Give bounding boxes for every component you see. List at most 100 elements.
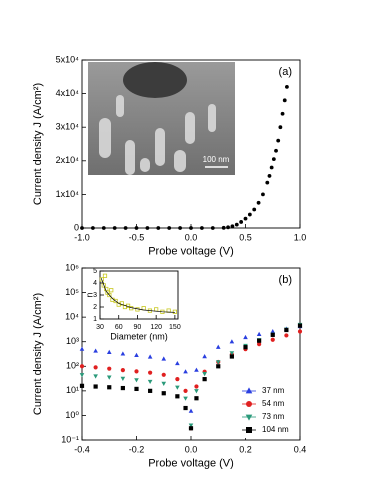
point — [93, 348, 98, 353]
point — [297, 323, 303, 328]
point — [285, 84, 289, 89]
point — [243, 334, 248, 340]
x-tick-label: 120 — [150, 324, 162, 331]
point — [194, 367, 199, 372]
x-tick-label: 30 — [96, 324, 104, 331]
point — [280, 111, 285, 116]
point — [119, 301, 124, 306]
point — [93, 365, 98, 370]
sem-image: 100 nm — [88, 62, 235, 175]
point — [183, 388, 188, 393]
point — [107, 366, 112, 371]
legend-label: 54 nm — [262, 399, 285, 408]
point — [147, 379, 153, 385]
point — [175, 360, 180, 366]
point — [161, 356, 167, 361]
point — [183, 369, 188, 374]
x-tick-label: -0.5 — [129, 232, 145, 242]
fit-line — [100, 278, 175, 313]
y-tick-label: 10⁶ — [65, 262, 79, 272]
point — [145, 226, 150, 230]
point — [229, 354, 234, 359]
point — [93, 384, 98, 389]
point — [243, 345, 248, 350]
point — [276, 138, 281, 143]
y-axis-title: Current density J (A/cm²) — [32, 293, 44, 415]
point — [112, 226, 117, 230]
point — [175, 394, 180, 399]
point — [246, 401, 252, 407]
point — [257, 338, 262, 343]
y-tick-label: 5 — [93, 268, 97, 275]
point — [148, 370, 153, 375]
x-tick-label: -1.0 — [74, 232, 90, 242]
point — [256, 200, 261, 205]
point — [271, 157, 276, 162]
point — [120, 385, 125, 391]
point — [175, 385, 180, 390]
point — [261, 192, 265, 197]
y-tick-label: 10⁴ — [65, 312, 79, 322]
x-tick-label: 1.0 — [294, 232, 307, 242]
point — [267, 174, 272, 178]
image-label: 100 nm — [203, 155, 230, 164]
point — [246, 427, 252, 433]
inset-bg — [90, 271, 178, 325]
point — [188, 423, 194, 428]
point — [91, 226, 95, 230]
point — [106, 349, 112, 355]
point — [156, 226, 161, 230]
point — [274, 148, 278, 153]
point — [107, 385, 112, 390]
legend-label: 37 nm — [262, 386, 285, 395]
point — [202, 353, 207, 359]
point — [183, 405, 188, 411]
panel-label: (a) — [279, 66, 292, 78]
point — [202, 377, 207, 382]
y-tick-label: 2x10⁴ — [56, 155, 80, 165]
point — [106, 375, 112, 380]
point — [215, 344, 221, 349]
point — [247, 212, 252, 217]
point — [183, 396, 188, 401]
point — [147, 354, 153, 359]
image-pillar — [125, 140, 135, 175]
y-tick-label: 0 — [74, 222, 79, 232]
point — [134, 378, 139, 383]
image-pillar — [185, 112, 195, 144]
image-pillar — [174, 150, 186, 172]
x-axis-title: Probe voltage (V) — [148, 245, 234, 257]
point — [161, 391, 166, 396]
point — [216, 364, 221, 369]
y-axis-title: n — [84, 292, 94, 297]
x-tick-label: 150 — [169, 324, 181, 331]
point — [202, 372, 207, 377]
legend-label: 104 nm — [262, 425, 289, 434]
x-tick-label: -0.2 — [129, 444, 145, 454]
point — [79, 346, 85, 351]
point — [243, 216, 248, 221]
y-tick-label: 10¹ — [66, 385, 79, 395]
point — [80, 226, 84, 230]
point — [270, 328, 276, 334]
image-pillar — [140, 158, 150, 172]
image-pillar — [208, 104, 216, 132]
point — [270, 332, 275, 337]
y-tick-label: 2 — [93, 304, 97, 311]
point — [297, 329, 303, 334]
point — [134, 369, 139, 374]
point — [256, 331, 262, 336]
point — [284, 327, 289, 333]
y-axis-title: Current density J (A/cm²) — [32, 83, 44, 205]
point — [245, 387, 253, 394]
x-tick-label: 0.0 — [185, 444, 198, 454]
point — [134, 352, 139, 357]
y-tick-label: 10³ — [66, 336, 79, 346]
point — [221, 225, 226, 230]
point — [172, 309, 177, 314]
x-tick-label: 0.4 — [294, 444, 307, 454]
image-cluster — [123, 62, 187, 98]
legend-label: 73 nm — [262, 412, 285, 421]
point — [134, 386, 139, 392]
